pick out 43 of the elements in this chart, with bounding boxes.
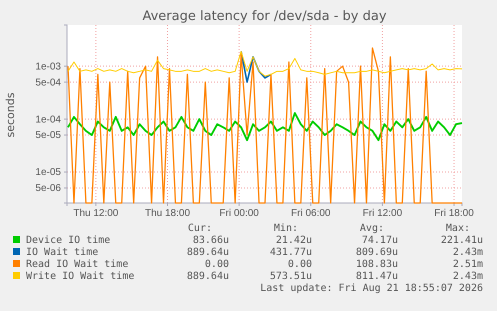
text: 83.66u	[192, 235, 229, 246]
y-tick-label: 5e-04	[35, 77, 62, 88]
text: 0.00	[288, 259, 312, 270]
x-tick-label: Thu 12:00	[73, 208, 119, 220]
y-tick-label: 5e-06	[35, 183, 62, 194]
text: 573.51u	[270, 271, 312, 282]
y-axis-title: seconds	[4, 92, 17, 138]
text: Min:	[274, 223, 298, 234]
legend-label: Write IO Wait time	[26, 271, 134, 282]
text: 809.69u	[356, 247, 398, 258]
text: 74.17u	[362, 235, 398, 246]
x-tick-label: Fri 06:00	[291, 208, 331, 220]
legend-label: Device IO time	[26, 235, 110, 246]
text: 0.00	[204, 259, 229, 270]
text: Last update: Fri Aug 21 18:55:07 2026	[260, 283, 483, 294]
y-tick-label: 1e-05	[35, 167, 62, 178]
y-tick-label: 1e-04	[35, 114, 62, 126]
x-tick-label: Thu 18:00	[144, 208, 190, 220]
text: 2.43m	[452, 247, 483, 258]
x-tick-label: Fri 12:00	[362, 208, 403, 220]
line-series	[67, 50, 462, 77]
line-series	[240, 50, 272, 83]
text: 2.43m	[452, 271, 483, 282]
text: Max:	[446, 223, 470, 234]
line-series	[67, 112, 463, 142]
x-tick-label: Fri 18:00	[434, 208, 474, 220]
text: 811.47u	[356, 271, 398, 282]
text: 221.41u	[440, 235, 483, 246]
text: 108.83u	[356, 259, 398, 270]
line-series	[67, 47, 463, 204]
x-tick-label: Fri 00:00	[219, 208, 260, 220]
y-tick-label: 5e-05	[35, 130, 62, 142]
text: 431.77u	[270, 247, 312, 258]
text: 889.64u	[186, 247, 229, 258]
text: Avg:	[360, 223, 384, 234]
chart-title: Average latency for /dev/sda - by day	[142, 9, 387, 24]
y-tick-label: 1e-03	[35, 61, 62, 72]
text: 21.42u	[276, 235, 312, 246]
text: 2.51m	[452, 259, 483, 270]
text: Cur:	[188, 223, 212, 234]
legend-label: Read IO Wait time	[26, 259, 128, 270]
legend-label: IO Wait time	[26, 247, 98, 258]
text: 889.64u	[186, 271, 229, 282]
